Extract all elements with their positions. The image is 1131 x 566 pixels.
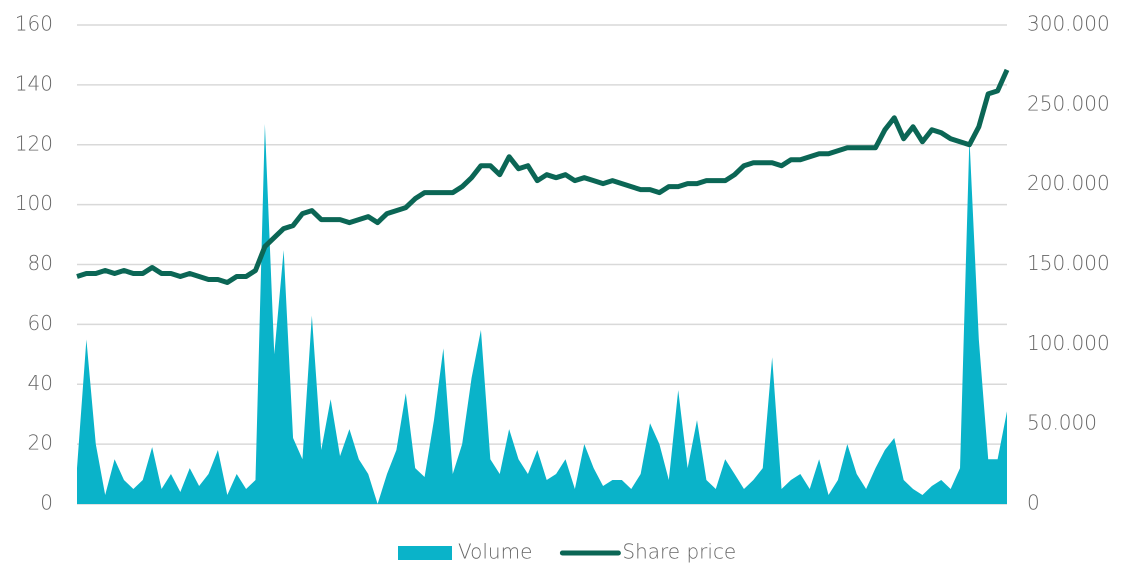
price-line (76, 68, 1010, 285)
legend-label: Volume (458, 540, 532, 564)
y2-tick-label: 50.000 (1027, 411, 1097, 435)
legend-label: Share price (622, 540, 736, 564)
y-tick-label: 20 (28, 431, 53, 455)
y-tick-label: 60 (28, 311, 53, 335)
legend-swatch (398, 546, 452, 560)
y-tick-label: 0 (40, 491, 53, 515)
y-tick-label: 40 (28, 371, 53, 395)
y-tick-label: 120 (15, 131, 53, 155)
y-tick-label: 100 (15, 191, 53, 215)
y-tick-label: 80 (28, 251, 53, 275)
y-tick-label: 160 (15, 12, 53, 36)
volume-area (77, 123, 1007, 504)
y-tick-label: 140 (15, 71, 53, 95)
y2-tick-label: 0 (1027, 491, 1040, 515)
y2-tick-label: 300.000 (1027, 12, 1110, 36)
y2-tick-label: 250.000 (1027, 91, 1110, 115)
y2-tick-label: 150.000 (1027, 251, 1110, 275)
y2-tick-label: 100.000 (1027, 331, 1110, 355)
y2-tick-label: 200.000 (1027, 171, 1110, 195)
